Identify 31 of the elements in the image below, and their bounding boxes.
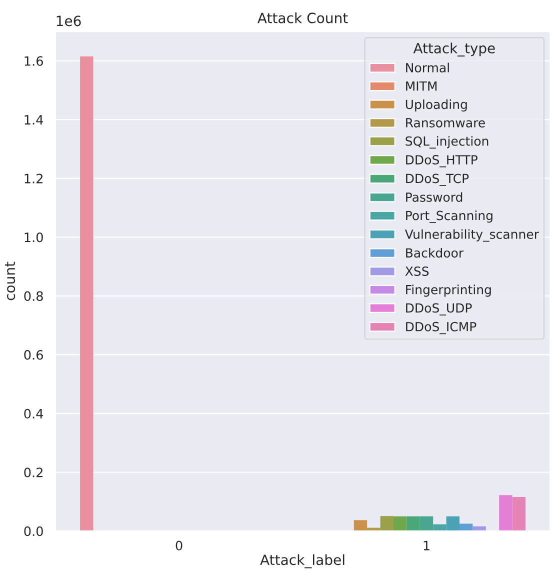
y-tick-label: 0.0	[24, 526, 43, 536]
legend-label: DDoS_UDP	[406, 303, 472, 316]
legend-label: SQL_injection	[406, 136, 488, 149]
legend-label: Normal	[406, 62, 449, 72]
legend-label: Fingerprinting	[406, 284, 491, 297]
y-tick-label: 0.2	[24, 468, 42, 478]
text: 1e6	[56, 16, 81, 26]
legend-label: DDoS_TCP	[406, 174, 469, 186]
legend-label: Uploading	[406, 99, 467, 112]
chart-title: Attack Count	[258, 12, 348, 24]
y-tick-label: 1.4	[24, 115, 44, 124]
x-tick-label: 1	[424, 540, 430, 550]
legend-label: Password	[406, 192, 462, 202]
legend-title: Attack_type	[413, 42, 495, 56]
y-axis-title: count	[5, 262, 16, 300]
legend-label: DDoS_HTTP	[406, 155, 478, 168]
y-tick-label: 1.6	[24, 56, 43, 66]
y-tick-label: 0.6	[24, 350, 43, 360]
y-tick-label: 0.4	[24, 408, 44, 419]
legend-label: DDoS_ICMP	[406, 322, 476, 334]
y-tick-label: 0.8	[24, 291, 43, 301]
y-tick-label: 1.0	[24, 232, 43, 242]
y-tick-label: 1.2	[24, 174, 42, 184]
legend-label: Port_Scanning	[406, 210, 492, 224]
legend-label: XSS	[405, 266, 429, 276]
legend-label: Backdoor	[406, 248, 464, 258]
x-axis-title: Attack_label	[260, 554, 344, 568]
x-tick-label: 0	[176, 540, 182, 550]
legend-label: Ransomware	[406, 118, 485, 128]
legend-label: Vulnerability_scanner	[404, 229, 539, 242]
legend-label: MITM	[406, 81, 437, 91]
